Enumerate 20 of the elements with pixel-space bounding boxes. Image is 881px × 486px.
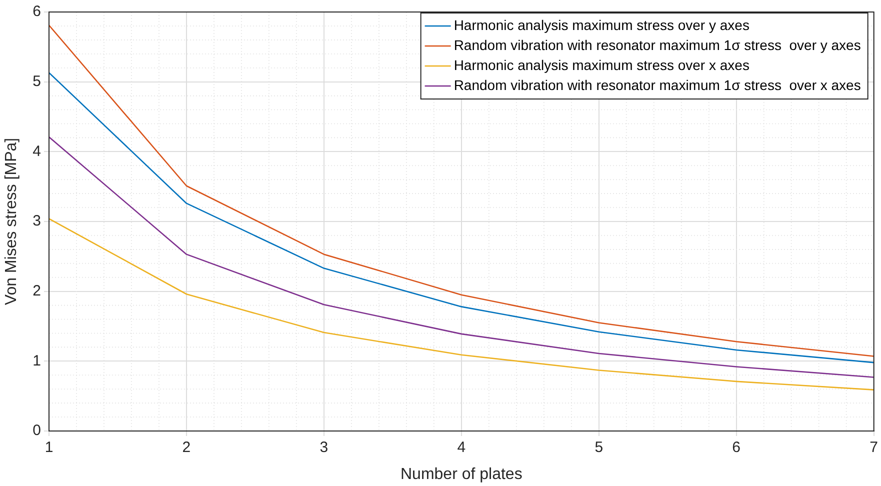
x-tick-label: 4	[457, 439, 466, 456]
x-tick-label: 6	[732, 439, 741, 456]
y-axis-title: Von Mises stress [MPa]	[3, 138, 20, 306]
x-axis-title: Number of plates	[400, 466, 522, 483]
legend-label: Harmonic analysis maximum stress over x axes	[454, 56, 750, 73]
x-tick-label: 5	[594, 439, 604, 456]
legend-label: Harmonic analysis maximum stress over y axes	[454, 16, 750, 33]
y-tick-label: 3	[32, 212, 41, 230]
x-tick-label: 1	[44, 439, 54, 456]
y-tick-label: 1	[32, 352, 41, 370]
x-tick-label: 7	[870, 439, 878, 456]
y-tick-label: 6	[32, 3, 41, 20]
legend-label: Random vibration with resonator maximum 1σ stress over x axes	[454, 76, 861, 93]
y-tick-label: 4	[32, 142, 41, 160]
x-tick-label: 3	[320, 439, 328, 456]
y-tick-label: 5	[32, 72, 41, 90]
y-tick-label: 0	[32, 422, 41, 440]
y-tick-label: 2	[32, 282, 41, 300]
x-tick-label: 2	[182, 439, 191, 456]
legend-label: Random vibration with resonator maximum 1σ stress over y axes	[454, 36, 861, 53]
